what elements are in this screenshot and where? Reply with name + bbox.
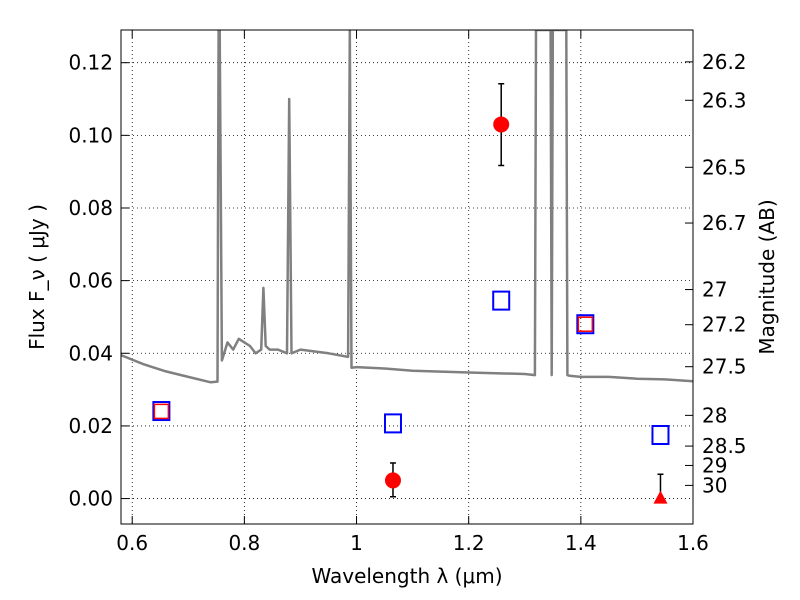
observed-point (493, 116, 510, 133)
observed-point (153, 403, 170, 420)
mag-tick-label: 29 (702, 453, 727, 477)
model-photometry-point (651, 425, 670, 446)
y-tick-label: 0.08 (68, 196, 113, 220)
x-tick-label: 1.2 (453, 531, 485, 555)
mag-tick-label: 26.2 (702, 50, 747, 74)
y-tick-label: 0.12 (68, 51, 113, 75)
observed-point (384, 472, 401, 489)
y-tick-label: 0.06 (68, 269, 113, 293)
mag-tick-label: 26.3 (702, 88, 747, 112)
observed-upper-limit (653, 490, 668, 504)
y-tick-label: 0.00 (68, 487, 113, 511)
x-tick-label: 0.8 (228, 531, 260, 555)
model-photometry-point (492, 290, 511, 311)
mag-tick-label: 28.5 (702, 434, 747, 458)
plot-background (121, 30, 693, 524)
mag-tick-label: 26.5 (702, 155, 747, 179)
model-photometry-point (576, 314, 595, 335)
mag-tick-label: 28 (702, 403, 727, 427)
mag-tick-label: 26.7 (702, 211, 747, 235)
model-spectrum-line (121, 30, 693, 384)
axis-ticks: 0.6 0.8 1 1.2 1.4 1.6 0.00 0.02 0.04 0.06 0.08 0.10… (68, 30, 747, 555)
mag-tick-label: 27 (702, 278, 727, 302)
y-tick-label: 0.02 (68, 414, 113, 438)
plot-area (121, 30, 693, 504)
grid-lines (121, 30, 694, 524)
plot-frame (120, 29, 694, 525)
mag-tick-label: 30 (702, 473, 727, 497)
y-tick-label: 0.04 (68, 341, 113, 365)
x-tick-label: 1.4 (565, 531, 597, 555)
plot-inner (121, 30, 693, 504)
x-tick-label: 1.6 (677, 531, 709, 555)
y-axis-label: Flux F_ν ( μJy ) (25, 204, 49, 350)
x-axis-label: Wavelength λ (μm) (311, 564, 502, 588)
observed-point (577, 316, 594, 332)
x-tick-label: 0.6 (116, 531, 148, 555)
mag-tick-label: 27.2 (702, 313, 747, 337)
y2-axis-label: Magnitude (AB) (755, 199, 779, 354)
y-tick-label: 0.10 (68, 123, 113, 147)
x-tick-label: 1 (350, 531, 363, 555)
mag-tick-label: 27.5 (702, 355, 747, 379)
model-photometry-point (152, 401, 171, 422)
model-photometry-point (383, 413, 402, 434)
